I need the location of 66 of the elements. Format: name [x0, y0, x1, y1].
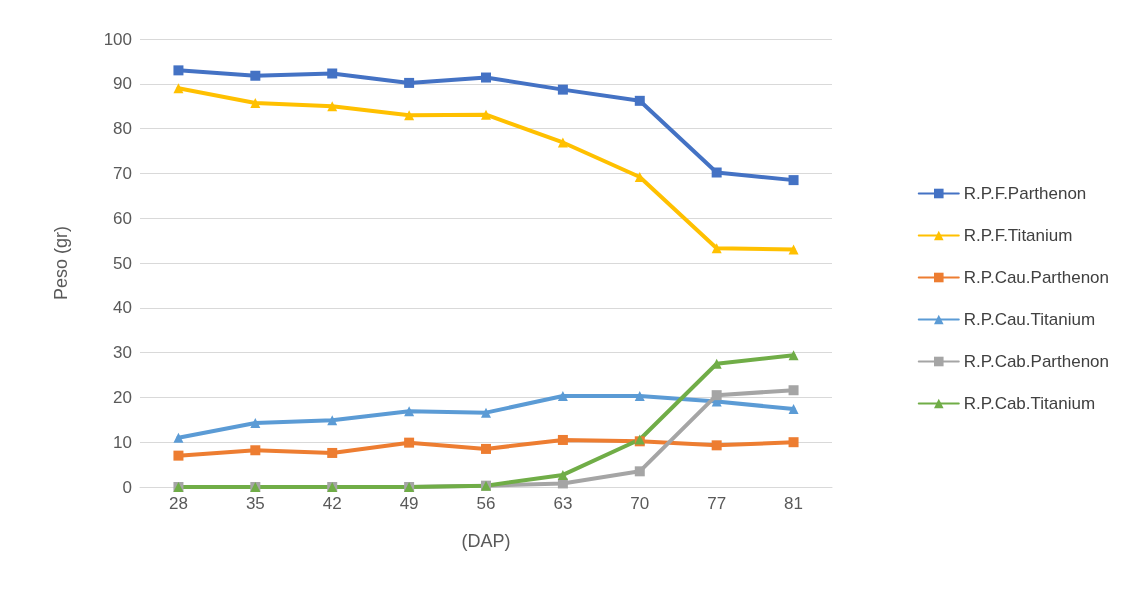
point	[404, 110, 415, 121]
point	[481, 407, 491, 418]
x-tick-label: 63	[553, 494, 573, 513]
point	[788, 244, 799, 255]
point	[250, 70, 261, 81]
point	[788, 175, 799, 186]
point	[404, 406, 415, 417]
point	[557, 391, 568, 402]
legend-label: R.P.F.Parthenon	[963, 184, 1087, 203]
point	[634, 466, 645, 477]
point	[788, 437, 799, 448]
point	[250, 445, 261, 456]
y-tick-label: 100	[103, 29, 132, 49]
x-tick-label: 81	[784, 494, 804, 513]
point	[634, 95, 645, 106]
point	[173, 65, 184, 76]
point	[711, 390, 722, 401]
x-tick-label: 49	[399, 494, 419, 513]
y-tick-label: 20	[113, 387, 132, 407]
y-tick-label: 50	[113, 253, 132, 273]
x-tick-label: 35	[245, 494, 265, 513]
point	[481, 72, 491, 83]
y-tick-label: 60	[113, 208, 132, 228]
point	[173, 432, 184, 443]
point	[634, 391, 645, 402]
legend-label: R.P.F.Titanium	[963, 226, 1073, 245]
point	[711, 167, 722, 178]
x-tick-label: 56	[476, 494, 496, 513]
point	[404, 77, 415, 88]
y-axis-title: Peso (gr)	[51, 225, 71, 301]
x-tick-label: 42	[322, 494, 342, 513]
y-tick-label: 30	[113, 343, 132, 363]
point	[481, 109, 491, 120]
y-tick-label: 40	[113, 298, 132, 318]
x-tick-label: 28	[168, 494, 188, 513]
point	[557, 469, 568, 480]
x-axis-title: (DAP)	[461, 531, 511, 551]
point	[788, 350, 799, 361]
point	[173, 450, 184, 461]
point	[327, 68, 338, 79]
x-tick-label: 77	[707, 494, 727, 513]
legend-label: R.P.Cab.Titanium	[963, 394, 1096, 413]
point	[250, 98, 261, 109]
point	[788, 385, 799, 396]
point	[327, 447, 338, 458]
legend-label: R.P.Cab.Parthenon	[963, 352, 1109, 371]
point	[404, 437, 415, 448]
y-tick-label: 90	[113, 74, 132, 94]
y-tick-label: 70	[113, 163, 132, 183]
point	[173, 83, 184, 94]
x-tick-label: 70	[630, 494, 650, 513]
point	[327, 415, 338, 426]
point	[481, 443, 491, 454]
point	[557, 84, 568, 95]
y-tick-label: 80	[113, 119, 132, 139]
y-tick-label: 10	[113, 432, 132, 452]
point	[788, 404, 799, 415]
point	[711, 440, 722, 451]
point	[557, 434, 568, 445]
y-tick-label: 0	[122, 477, 132, 497]
point	[250, 417, 261, 428]
point	[557, 137, 568, 148]
legend-label: R.P.Cau.Titanium	[963, 310, 1096, 329]
point	[327, 101, 338, 112]
point	[711, 243, 722, 254]
legend-label: R.P.Cau.Parthenon	[963, 268, 1109, 287]
